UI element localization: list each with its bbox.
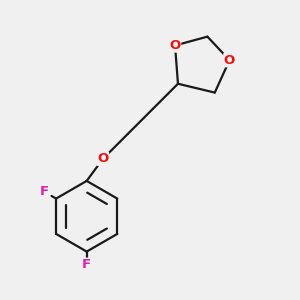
Text: F: F: [82, 258, 91, 271]
Text: O: O: [97, 152, 109, 165]
Text: O: O: [224, 54, 235, 67]
Text: F: F: [40, 185, 49, 199]
Text: O: O: [169, 39, 181, 52]
